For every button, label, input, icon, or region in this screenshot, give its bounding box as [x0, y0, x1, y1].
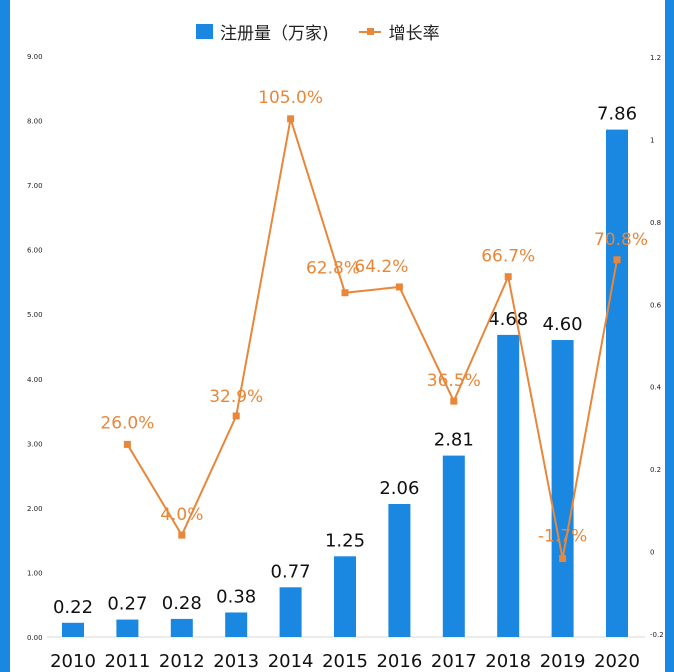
bar-value-label: 2.06	[379, 478, 419, 499]
growth-value-label: 70.8%	[594, 230, 648, 250]
growth-value-label: 4.0%	[160, 505, 203, 525]
growth-value-label: 62.8%	[306, 259, 360, 279]
bar-2011	[116, 619, 139, 637]
bar-2013	[225, 612, 248, 637]
left-axis-tick-label: 3.00	[27, 440, 43, 448]
growth-polyline	[126, 118, 618, 559]
bar-value-label: 7.86	[597, 104, 637, 125]
left-axis-tick-label: 8.00	[27, 118, 43, 126]
bar-value-label: 0.38	[216, 586, 256, 607]
growth-marker-2015	[341, 289, 349, 297]
bar-2010	[62, 622, 84, 637]
x-axis-tick-label: 2014	[268, 651, 314, 672]
bar-2018	[497, 334, 520, 637]
left-axis-tick-label: 1.00	[27, 569, 43, 577]
growth-value-label: 32.9%	[209, 387, 263, 407]
bar-2019	[551, 340, 574, 637]
growth-labels: 26.0% 4.0% 32.9% 105.0% 62.8%64.2% 36.5% 66.7%…	[100, 88, 648, 547]
bar-value-label: 2.81	[434, 430, 474, 451]
right-axis-tick-label: 1	[650, 136, 654, 144]
growth-marker-2019	[559, 555, 567, 563]
bar-value-label: 0.28	[162, 593, 202, 614]
left-axis-tick-label: 9.00	[27, 53, 43, 61]
legend-item-growth-rate: 增长率	[358, 19, 440, 44]
right-axis-tick-label: -0.2	[650, 631, 664, 639]
bar-value-label: 4.68	[488, 309, 528, 330]
growth-marker-2012	[178, 531, 186, 539]
x-axis-tick-label: 2010	[50, 651, 96, 672]
bar-2020	[606, 129, 628, 638]
growth-marker-2014	[287, 115, 295, 123]
legend-label-registrations: 注册量（万家)	[220, 23, 329, 44]
left-axis-tick-label: 2.00	[27, 505, 43, 513]
left-axis: 0.00 1.00 2.00 3.00 4.00 5.00 6.00 7.00 8.00 9.00	[27, 53, 43, 642]
left-axis-tick-label: 5.00	[27, 311, 43, 319]
legend-label-growth-rate: 增长率	[388, 23, 440, 44]
x-axis-tick-label: 2015	[322, 651, 368, 672]
chart-legend: 注册量（万家) 增长率	[196, 18, 470, 44]
legend-bar-swatch-icon	[196, 23, 213, 39]
bar-2012	[170, 618, 193, 637]
growth-marker-2017	[450, 397, 458, 405]
growth-marker-2018	[504, 273, 512, 281]
right-axis-tick-label: 0.6	[650, 301, 662, 309]
growth-value-label: 26.0%	[100, 413, 154, 433]
bars	[62, 129, 628, 638]
growth-value-label: 66.7%	[481, 247, 535, 267]
bar-value-label: 0.77	[271, 561, 311, 582]
category-labels: 2010 2011 2012 2013 2014 2015 2016 2017 2018 2019…	[50, 651, 640, 672]
left-axis-tick-label: 6.00	[27, 247, 43, 255]
growth-line	[123, 115, 621, 563]
left-frame-border	[0, 0, 10, 672]
right-axis-tick-label: 0.8	[650, 219, 661, 227]
left-axis-tick-label: 4.00	[27, 376, 43, 384]
x-axis-tick-label: 2012	[159, 651, 205, 672]
x-axis-tick-label: 2011	[104, 651, 150, 672]
x-axis-tick-label: 2016	[376, 651, 422, 672]
legend-item-registrations: 注册量（万家)	[196, 19, 329, 44]
bar-2014	[279, 587, 302, 637]
right-axis-tick-label: 0.2	[650, 466, 661, 474]
growth-marker-2016	[395, 283, 403, 291]
growth-value-label: 64.2%	[354, 257, 408, 277]
growth-marker-2011	[123, 440, 131, 448]
right-axis-tick-label: 0.4	[650, 384, 662, 392]
x-axis-tick-label: 2013	[213, 651, 259, 672]
bar-value-label: 0.22	[53, 597, 93, 618]
right-axis-tick-label: 1.2	[650, 54, 661, 62]
left-axis-tick-label: 0.00	[27, 634, 43, 642]
right-axis-tick-label: 0	[650, 549, 654, 557]
x-axis-tick-label: 2017	[431, 651, 477, 672]
growth-value-label: 105.0%	[258, 88, 323, 108]
legend-line-swatch-icon	[358, 24, 381, 39]
growth-value-label: 36.5%	[427, 371, 481, 391]
right-axis: -0.2 0 0.2 0.4 0.6 0.8 1 1.2	[650, 54, 664, 639]
x-axis-tick-label: 2018	[485, 651, 531, 672]
growth-value-label: -1.7%	[538, 527, 587, 547]
bar-2016	[388, 504, 411, 637]
bar-2017	[442, 455, 465, 637]
bar-value-label: 4.60	[543, 314, 583, 335]
right-frame-border	[665, 0, 674, 672]
x-axis-tick-label: 2020	[594, 651, 640, 672]
x-axis-tick-label: 2019	[540, 651, 586, 672]
growth-marker-2020	[613, 256, 621, 264]
bar-2015	[334, 556, 356, 637]
bar-labels: 0.22 0.27 0.28 0.38 0.77 1.25 2.06 2.81 4.68 4.60…	[53, 104, 637, 618]
bar-value-label: 0.27	[107, 594, 147, 615]
left-axis-tick-label: 7.00	[27, 182, 43, 190]
bar-value-label: 1.25	[325, 530, 365, 551]
growth-marker-2013	[232, 412, 240, 420]
